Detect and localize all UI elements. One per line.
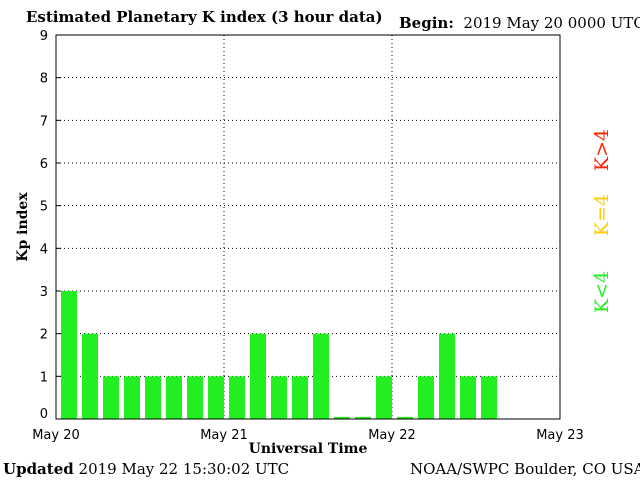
- y-tick-label: 0: [40, 407, 48, 422]
- kp-bar: [481, 376, 497, 419]
- y-tick-label: 9: [40, 29, 48, 44]
- begin-time: Begin: 2019 May 20 0000 UTC: [399, 14, 640, 32]
- kp-bar: [250, 333, 266, 419]
- y-tick-label: 8: [40, 72, 48, 87]
- kp-bar: [61, 291, 77, 419]
- y-tick-label: 3: [40, 285, 48, 300]
- begin-label: Begin:: [399, 14, 454, 32]
- data-source: NOAA/SWPC Boulder, CO USA: [410, 460, 640, 478]
- legend-low: K<4: [591, 271, 613, 313]
- kp-bar: [313, 333, 329, 419]
- kp-bar: [418, 376, 434, 419]
- kp-bar: [355, 416, 371, 419]
- legend-mid: K=4: [591, 194, 613, 236]
- kp-bar: [124, 376, 140, 419]
- y-tick-label: 1: [40, 370, 48, 385]
- kp-bar: [292, 376, 308, 419]
- y-tick-label: 2: [40, 328, 48, 343]
- kp-bar: [103, 376, 119, 419]
- x-tick-label: May 21: [200, 428, 248, 443]
- kp-bar: [82, 333, 98, 419]
- begin-value: 2019 May 20 0000 UTC: [463, 14, 640, 32]
- updated-label: Updated: [3, 460, 74, 478]
- x-tick-label: May 23: [536, 428, 584, 443]
- kp-bar: [460, 376, 476, 419]
- y-tick-label: 7: [40, 114, 48, 129]
- y-tick-label: 6: [40, 157, 48, 172]
- x-axis-label: Universal Time: [249, 441, 368, 457]
- y-tick-label: 5: [40, 200, 48, 215]
- kp-bar: [229, 376, 245, 419]
- x-axis-ticks: May 20 May 21 May 22 May 23: [32, 428, 584, 443]
- legend: K>4 K=4 K<4: [591, 129, 613, 313]
- kp-bar: [208, 376, 224, 419]
- x-tick-label: May 22: [368, 428, 416, 443]
- kp-bar: [376, 376, 392, 419]
- updated-time: Updated 2019 May 22 15:30:02 UTC: [3, 460, 289, 478]
- kp-bar: [145, 376, 161, 419]
- kp-bar: [187, 376, 203, 419]
- plot-frame: [55, 34, 561, 420]
- kp-bar: [439, 333, 455, 419]
- kp-bar: [397, 416, 413, 419]
- updated-value: 2019 May 22 15:30:02 UTC: [78, 460, 290, 478]
- y-axis-ticks: 0 1 2 3 4 5 6 7 8 9: [40, 29, 61, 422]
- kp-bar: [334, 416, 350, 419]
- kp-bar: [166, 376, 182, 419]
- chart-grid: [56, 35, 560, 419]
- legend-high: K>4: [591, 129, 613, 171]
- y-axis-label: Kp index: [15, 192, 31, 262]
- x-tick-label: May 20: [32, 428, 80, 443]
- chart-bars: [61, 291, 497, 419]
- kp-bar: [271, 376, 287, 419]
- y-tick-label: 4: [40, 242, 48, 257]
- chart-title: Estimated Planetary K index (3 hour data…: [26, 8, 383, 26]
